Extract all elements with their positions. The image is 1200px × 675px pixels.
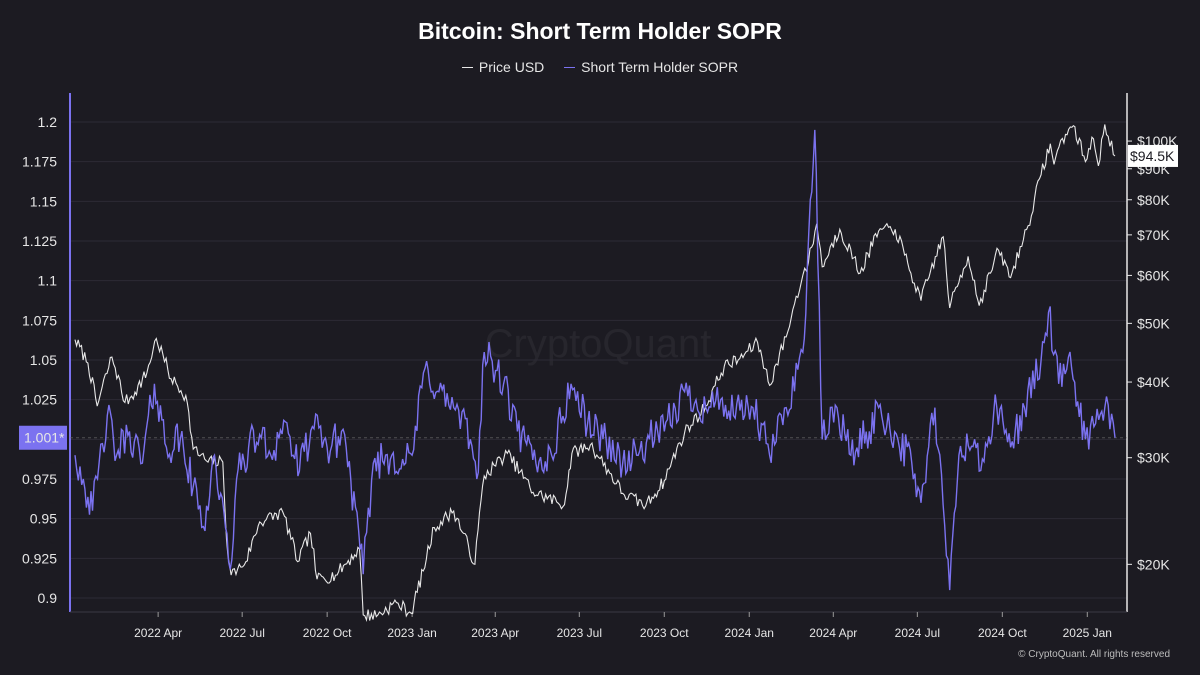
x-axis: 2022 Apr 2022 Jul 2022 Oct 2023 Jan 2023 Apr… bbox=[70, 611, 1127, 640]
left-tick-label: 0.95 bbox=[30, 511, 57, 527]
left-tick-label: 1.05 bbox=[30, 352, 57, 368]
legend-item-sopr[interactable]: Short Term Holder SOPR bbox=[564, 59, 738, 75]
right-tick-label: $40K bbox=[1137, 374, 1170, 390]
x-tick-label: 2023 Oct bbox=[640, 626, 689, 640]
left-tick-label: 1.15 bbox=[30, 193, 57, 209]
left-tick-label: 1.125 bbox=[22, 233, 57, 249]
x-tick-label: 2024 Apr bbox=[809, 626, 857, 640]
x-tick-label: 2022 Jul bbox=[219, 626, 264, 640]
x-tick-label: 2023 Jul bbox=[557, 626, 602, 640]
series-line-price-usd[interactable] bbox=[74, 124, 1116, 623]
left-tick-label: 1.1 bbox=[38, 273, 58, 289]
legend-label-sopr: Short Term Holder SOPR bbox=[581, 59, 739, 75]
left-tick-label: 1.075 bbox=[22, 312, 57, 328]
chart-title: Bitcoin: Short Term Holder SOPR bbox=[418, 18, 782, 44]
legend-swatch-sopr bbox=[564, 66, 576, 68]
right-tick-label: $20K bbox=[1137, 556, 1170, 572]
legend: Price USD Short Term Holder SOPR bbox=[0, 59, 1200, 75]
grid-lines bbox=[70, 121, 1127, 599]
x-tick-label: 2023 Apr bbox=[471, 626, 519, 640]
right-axis: $100K$90K$80K$70K$60K$50K$40K$30K$20K bbox=[1126, 93, 1178, 612]
x-tick-label: 2025 Jan bbox=[1063, 626, 1112, 640]
x-tick-label: 2023 Jan bbox=[387, 626, 436, 640]
left-tick-label: 1.2 bbox=[38, 114, 58, 130]
right-tick-label: $50K bbox=[1137, 315, 1170, 331]
right-axis-current-label: $94.5K bbox=[1130, 148, 1175, 164]
legend-label-price: Price USD bbox=[478, 59, 545, 75]
right-tick-label: $30K bbox=[1137, 450, 1170, 466]
left-axis: 1.2 1.175 1.15 1.125 1.1 1.075 1.05 1.025 0.975 0… bbox=[22, 93, 71, 612]
x-tick-label: 2022 Oct bbox=[303, 626, 352, 640]
x-tick-label: 2024 Jan bbox=[725, 626, 774, 640]
right-axis-current-marker: $94.5K bbox=[1128, 144, 1178, 167]
watermark: CryptoQuant bbox=[485, 322, 712, 366]
legend-item-price[interactable]: Price USD bbox=[461, 59, 545, 75]
series-line-sth-sopr[interactable] bbox=[74, 129, 1116, 591]
legend-swatch-price bbox=[461, 66, 473, 68]
x-tick-label: 2024 Oct bbox=[978, 626, 1027, 640]
left-axis-current-marker: 1.001* bbox=[19, 425, 67, 450]
left-axis-current-label: 1.001* bbox=[24, 430, 65, 446]
copyright-notice: © CryptoQuant. All rights reserved bbox=[1018, 649, 1170, 660]
left-tick-label: 0.9 bbox=[38, 590, 58, 606]
left-tick-label: 0.975 bbox=[22, 471, 57, 487]
right-tick-label: $70K bbox=[1137, 227, 1170, 243]
x-tick-label: 2024 Jul bbox=[895, 626, 940, 640]
left-tick-label: 1.175 bbox=[22, 154, 57, 170]
right-tick-label: $60K bbox=[1137, 267, 1170, 283]
left-tick-label: 0.925 bbox=[22, 550, 57, 566]
x-tick-label: 2022 Apr bbox=[134, 626, 182, 640]
left-tick-label: 1.025 bbox=[22, 392, 57, 408]
right-tick-label: $80K bbox=[1137, 192, 1170, 208]
